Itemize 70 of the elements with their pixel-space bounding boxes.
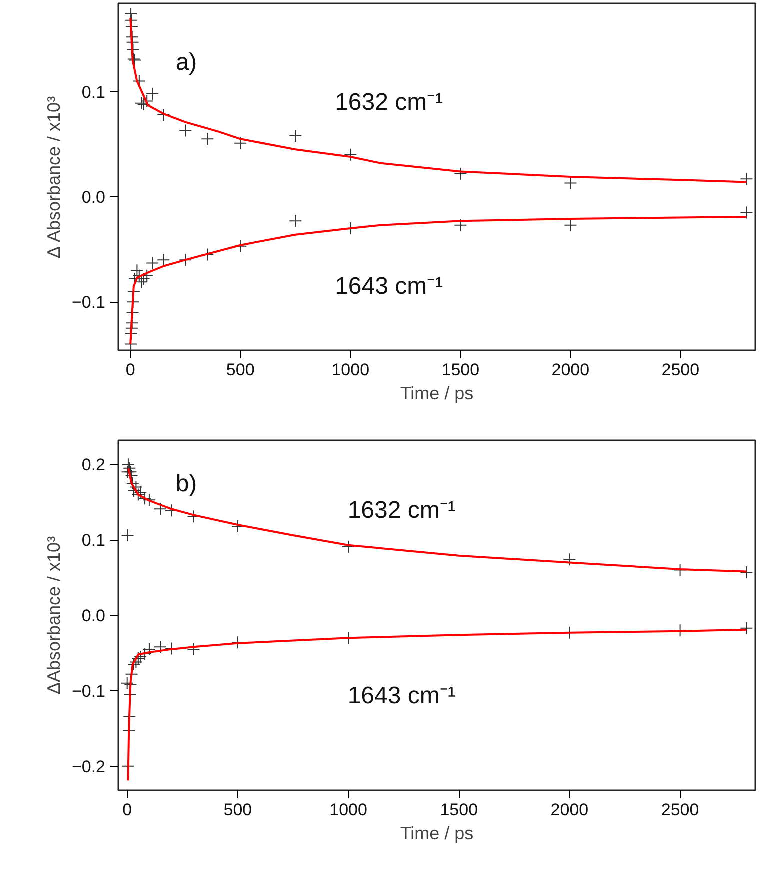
point (154, 502, 168, 516)
point (146, 256, 160, 270)
point (187, 642, 200, 656)
point (130, 264, 144, 278)
point (740, 206, 754, 220)
point (125, 20, 138, 34)
y-tick-label: 0.0 (82, 188, 106, 207)
x-axis-title: Time / ps (400, 384, 474, 404)
annotation: a) (176, 48, 198, 76)
point (231, 520, 244, 533)
point (179, 124, 192, 138)
point (130, 480, 143, 494)
point (127, 484, 140, 498)
point (740, 566, 754, 580)
annotation: b) (176, 470, 198, 498)
line-series (127, 628, 748, 782)
x-tick-label: 1000 (332, 360, 370, 380)
annotation: 1632 cm⁻¹ (348, 497, 456, 524)
x-tick-label: 2500 (661, 800, 700, 820)
annotation: 1643 cm⁻¹ (335, 273, 444, 300)
y-axis-title: Δ Absorbance / x10³ (44, 96, 64, 259)
annotation: 1643 cm⁻¹ (348, 682, 456, 710)
x-tick-label: 0 (126, 360, 136, 380)
point (564, 176, 578, 190)
x-tick-label: 1500 (440, 800, 478, 820)
y-tick-label: −0.1 (72, 682, 106, 701)
point (157, 254, 170, 267)
line-series (130, 17, 748, 184)
point (132, 488, 145, 502)
x-tick-label: 2500 (662, 360, 700, 380)
x-tick-label: 2000 (550, 800, 589, 820)
point (126, 476, 140, 490)
annotation: 1632 cm⁻¹ (335, 88, 444, 116)
point (563, 553, 576, 566)
point (344, 148, 358, 162)
point (125, 469, 138, 482)
point (289, 129, 302, 142)
point (289, 214, 302, 228)
point (179, 254, 192, 267)
point (454, 218, 468, 232)
point (142, 494, 156, 507)
point (454, 167, 468, 180)
x-tick-label: 0 (122, 800, 132, 820)
point (138, 492, 152, 506)
y-tick-label: 0.2 (82, 456, 106, 475)
line-series (130, 216, 748, 346)
point (740, 172, 754, 186)
point (740, 622, 754, 635)
y-tick-label: −0.1 (72, 293, 106, 312)
line-series (127, 467, 748, 573)
point (234, 136, 248, 150)
point (154, 640, 168, 654)
x-tick-label: 1500 (442, 360, 480, 380)
x-axis-title: Time / ps (400, 824, 474, 844)
point (120, 676, 134, 690)
point (674, 624, 687, 638)
point (342, 540, 356, 554)
x-tick-label: 2000 (552, 360, 590, 380)
point (201, 132, 214, 146)
point (564, 218, 578, 232)
y-tick-label: 0.1 (82, 531, 106, 550)
x-tick-label: 500 (226, 360, 255, 380)
y-tick-label: 0.0 (82, 606, 106, 626)
point (134, 486, 148, 500)
y-tick-label: −0.2 (72, 757, 106, 776)
y-tick-label: 0.1 (82, 82, 106, 102)
y-axis-title: ΔAbsorbance / x10³ (44, 536, 64, 695)
x-tick-label: 1000 (330, 800, 368, 820)
x-tick-label: 500 (224, 800, 252, 820)
point (121, 529, 134, 542)
